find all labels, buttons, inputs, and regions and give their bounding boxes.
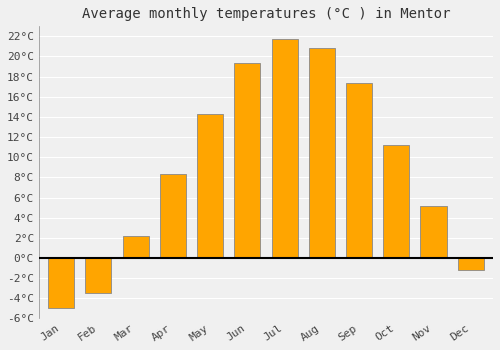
Bar	[160, 174, 186, 258]
Bar	[383, 145, 409, 258]
Bar	[197, 114, 223, 258]
Bar	[48, 258, 74, 308]
Bar	[420, 205, 446, 258]
Bar	[458, 258, 483, 270]
Bar	[346, 83, 372, 258]
Bar	[86, 258, 112, 293]
Bar	[234, 63, 260, 258]
Bar	[308, 48, 335, 258]
Bar	[272, 39, 297, 258]
Title: Average monthly temperatures (°C ) in Mentor: Average monthly temperatures (°C ) in Me…	[82, 7, 450, 21]
Bar	[122, 236, 148, 258]
